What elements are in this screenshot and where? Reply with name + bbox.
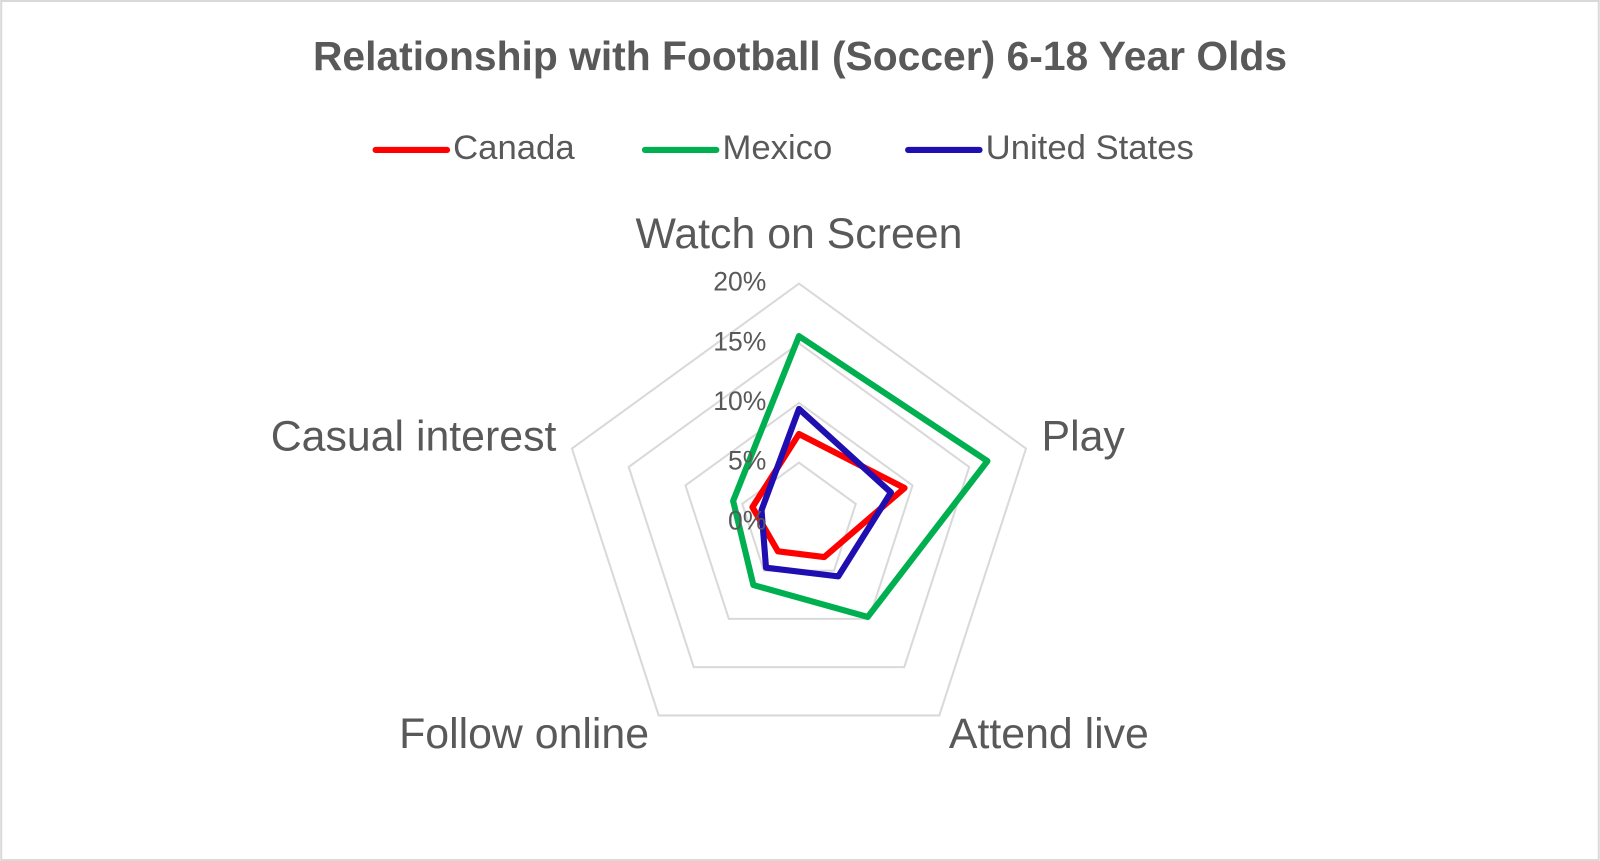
category-label: Play	[1042, 413, 1126, 461]
series-line	[758, 405, 894, 580]
category-label: Casual interest	[271, 413, 557, 461]
series-line	[749, 430, 908, 561]
grid-line	[684, 401, 914, 620]
tick-label: 15%	[713, 326, 766, 356]
legend-label: Mexico	[722, 129, 832, 167]
grid-line	[570, 282, 1028, 717]
grid-line	[627, 342, 971, 669]
series-line	[730, 333, 991, 621]
tick-label: 0%	[728, 505, 766, 535]
category-label: Watch on Screen	[636, 210, 963, 258]
tick-label: 10%	[713, 386, 766, 416]
legend-label: Canada	[453, 129, 575, 167]
chart-title: Relationship with Football (Soccer) 6-18…	[313, 33, 1287, 79]
tick-label: 20%	[713, 267, 766, 297]
category-label: Attend live	[949, 710, 1149, 758]
legend-label: United States	[986, 129, 1194, 167]
tick-label: 5%	[728, 446, 766, 476]
category-label: Follow online	[399, 710, 649, 758]
